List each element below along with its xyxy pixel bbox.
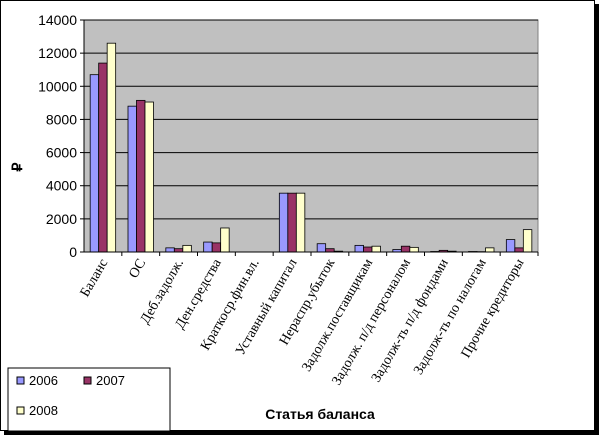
x-tick-label: Задолж.поставщикам: [300, 256, 377, 374]
bar-2006: [505, 239, 516, 253]
bar-2008: [220, 227, 230, 253]
legend-swatch-2008: [16, 406, 25, 415]
bar-2008: [371, 245, 381, 253]
bar-2008: [295, 192, 306, 253]
bar-2006: [203, 241, 213, 253]
y-tick-label: 0: [69, 244, 77, 260]
y-tick-labels: 0 2000 4000 6000 8000 10000 12000 14000: [38, 12, 84, 260]
gridlines: [84, 19, 538, 220]
bar-2007: [287, 192, 297, 253]
x-axis-title: Статья баланса: [265, 406, 375, 422]
y-tick-label: 12000: [38, 45, 77, 61]
legend: 2006 2007 2008: [7, 367, 171, 432]
bar-2006: [354, 244, 364, 253]
bar-2008: [485, 247, 495, 253]
bar-2008: [106, 42, 117, 253]
bar-2008: [182, 244, 192, 253]
y-tick-label: 14000: [38, 12, 77, 28]
bar-2007: [136, 99, 146, 253]
bar-2006: [127, 105, 137, 253]
x-tick-label: Баланс: [78, 257, 112, 300]
legend-label-2006: 2006: [29, 373, 58, 388]
y-tick-label: 8000: [46, 111, 77, 127]
bar-2007: [98, 62, 108, 253]
legend-swatch-2006: [16, 376, 25, 385]
y-tick-label: 6000: [46, 145, 77, 161]
bar-2007: [211, 242, 222, 253]
legend-swatch-2007: [83, 376, 92, 385]
plot-area: [83, 19, 539, 253]
bar-2008: [522, 229, 533, 253]
x-tick-label: ОС: [126, 257, 149, 281]
bar-2008: [144, 101, 154, 253]
x-tick-label: Задолж-ть по налогам: [411, 256, 490, 377]
bar-2007: [363, 246, 373, 253]
bar-2006: [278, 192, 289, 253]
y-tick-label: 10000: [38, 78, 77, 94]
bar-2006: [316, 243, 327, 253]
y-tick-label: 2000: [46, 211, 77, 227]
legend-label-2007: 2007: [96, 373, 125, 388]
bar-2006: [165, 247, 175, 253]
bar-2008: [409, 246, 419, 253]
bar-2006: [89, 74, 100, 253]
legend-label-2008: 2008: [29, 403, 58, 418]
y-axis-title: ₽: [9, 162, 25, 171]
bar-2007: [514, 247, 524, 253]
y-tick-label: 4000: [46, 178, 77, 194]
bar-2007: [400, 245, 411, 253]
